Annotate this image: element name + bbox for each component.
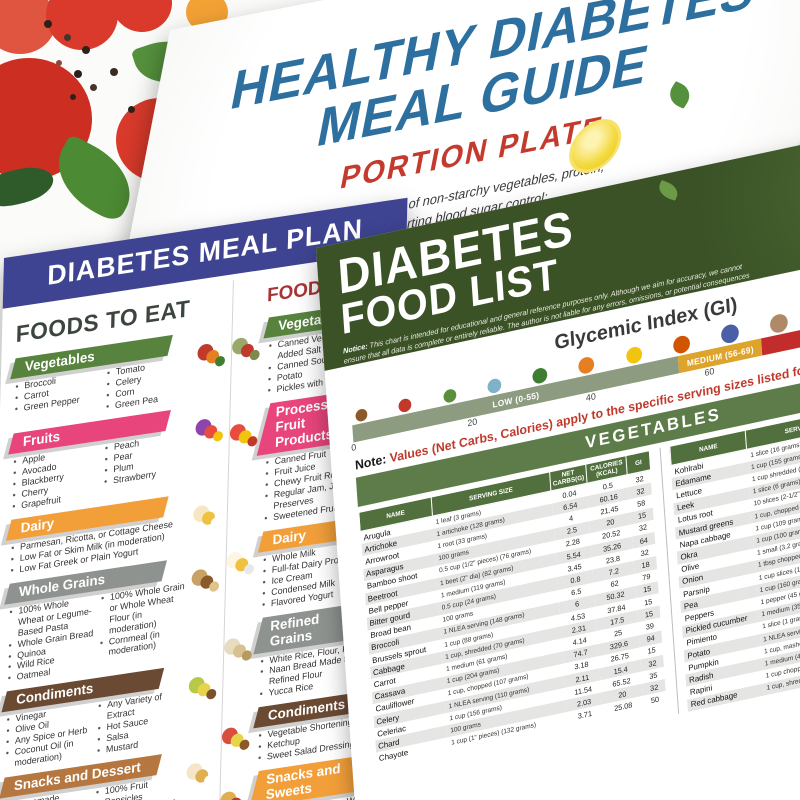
canned-veg-cluster-icon bbox=[232, 334, 266, 369]
peppercorn-icon bbox=[74, 70, 82, 78]
gi-food-icon bbox=[442, 388, 457, 404]
vegetables-cluster-icon bbox=[197, 340, 231, 375]
section-item-list: Any Variety of ExtractHot SauceSalsaMust… bbox=[94, 689, 183, 758]
gi-food-icon bbox=[355, 407, 368, 423]
vegetables-table-left: NAME SERVING SIZE NET CARBS(G) CALORIES (KC… bbox=[358, 450, 668, 778]
gi-food-icon bbox=[625, 345, 643, 366]
gi-food-icon bbox=[398, 397, 412, 414]
dairy-cluster-icon bbox=[193, 501, 227, 536]
refined-grains-cluster-icon bbox=[224, 634, 258, 669]
gi-food-icon bbox=[486, 377, 502, 395]
tomato-icon bbox=[46, 0, 118, 50]
oils-cluster-icon bbox=[188, 674, 222, 709]
peppercorn-icon bbox=[44, 20, 52, 28]
peppercorn-icon bbox=[128, 106, 135, 113]
peppercorn-icon bbox=[82, 46, 90, 54]
gi-food-icon bbox=[578, 355, 595, 376]
section-item-list: AppleAvocadoBlackberryCherryGrapefruit bbox=[9, 444, 98, 513]
gi-tick-label: 20 bbox=[467, 416, 478, 429]
sweets-cluster-icon bbox=[220, 788, 254, 800]
foods-to-eat-column: FOODS TO EAT VegetablesBroccoliCarrotGre… bbox=[0, 280, 233, 800]
section-item-list: BroccoliCarrotGreen Pepper bbox=[11, 369, 100, 427]
section-item-list: PeachPearPlumStrawberry bbox=[101, 430, 190, 499]
peppercorn-icon bbox=[64, 34, 71, 41]
gi-food-icon bbox=[531, 366, 548, 385]
peppercorn-icon bbox=[70, 94, 76, 100]
gi-tick-label: 0 bbox=[350, 441, 357, 454]
popcorn-cluster-icon bbox=[186, 760, 220, 795]
peppercorn-icon bbox=[110, 68, 118, 76]
peppercorn-icon bbox=[90, 84, 97, 91]
section-item-list: VinegarOlive OilAny Spice or HerbCoconut… bbox=[2, 702, 91, 771]
gi-tick-label: 40 bbox=[585, 391, 597, 404]
peppercorn-icon bbox=[56, 60, 62, 66]
gi-food-icon bbox=[672, 334, 691, 355]
grains-cluster-icon bbox=[191, 565, 225, 600]
condiments-cluster-icon bbox=[221, 724, 256, 759]
gi-tick-label: 60 bbox=[704, 365, 715, 378]
section-whole-grains: Whole Grains100% Whole Wheat or Legume-B… bbox=[4, 557, 220, 685]
fullfat-dairy-cluster-icon bbox=[226, 548, 260, 583]
section-item-list: 100% Whole Grain or Whole Wheat Flour (i… bbox=[96, 580, 186, 671]
fruits-cluster-icon bbox=[195, 415, 229, 450]
gi-food-icon bbox=[769, 312, 789, 335]
section-item-list: 100% Whole Wheat or Legume-Based PastaWh… bbox=[5, 594, 95, 685]
tomato-icon bbox=[112, 0, 172, 32]
section-item-list: TomatoCeleryCornGreen Pea bbox=[103, 355, 192, 413]
processed-fruit-cluster-icon bbox=[229, 420, 264, 455]
gi-food-icon bbox=[720, 322, 740, 345]
